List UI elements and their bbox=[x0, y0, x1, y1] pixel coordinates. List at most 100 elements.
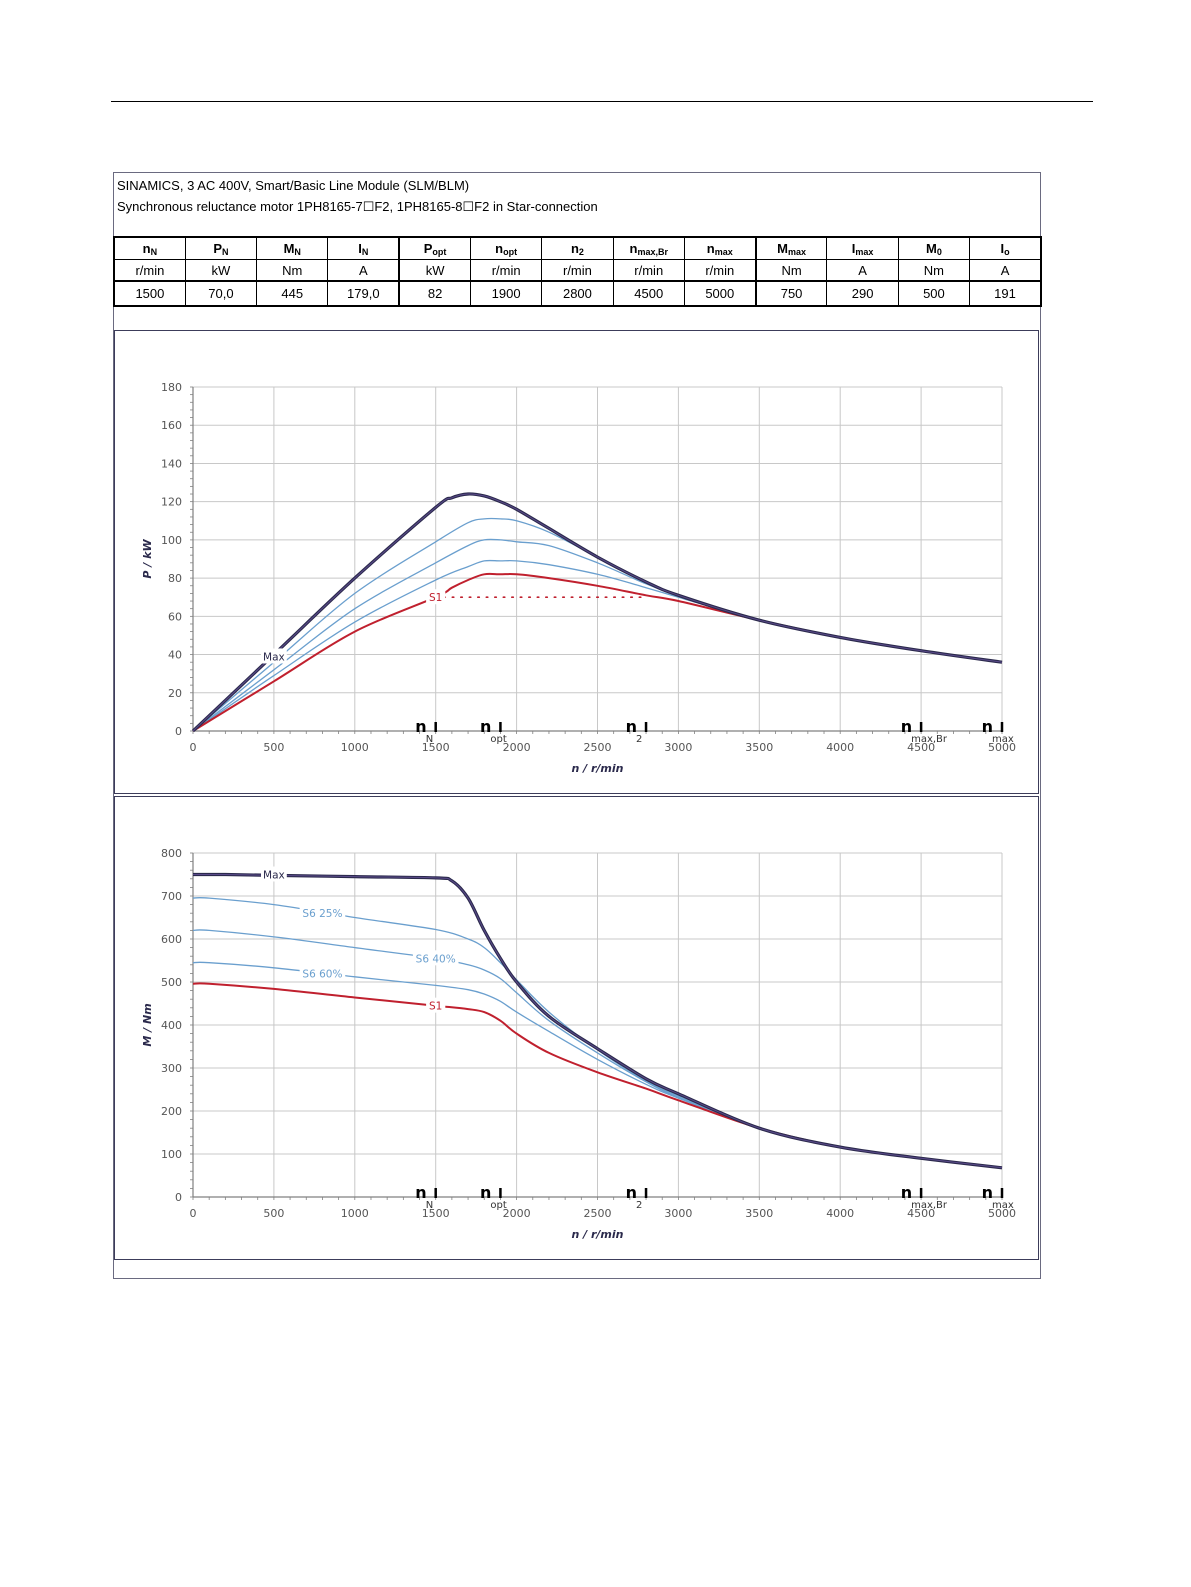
chart2-x-tick-label: 2500 bbox=[584, 1207, 612, 1220]
spec-table: nN PN MN IN Popt nopt n2 nmax,Br nmax Mmax Imax M0 I… bbox=[112, 236, 1043, 307]
spec-unit-8: r/min bbox=[683, 259, 757, 282]
chart2-annotation-bg bbox=[412, 950, 459, 966]
chart2-y-tick-label: 0 bbox=[175, 1191, 182, 1204]
spec-unit-5: r/min bbox=[469, 259, 543, 282]
spec-header-8: nmax bbox=[683, 236, 757, 260]
spec-unit-6: r/min bbox=[541, 259, 614, 282]
chart2-marker-sub: max,Br bbox=[911, 1200, 948, 1211]
spec-header-7: nmax,Br bbox=[612, 236, 685, 260]
chart1-x-axis-label: n / r/min bbox=[571, 762, 623, 775]
spec-unit-9: Nm bbox=[754, 259, 828, 282]
chart1-marker-symbol: n bbox=[415, 717, 426, 736]
spec-header-0: nN bbox=[112, 236, 186, 260]
chart2-marker-symbol: n bbox=[415, 1183, 426, 1202]
chart1-x-tick-label: 3000 bbox=[664, 741, 692, 754]
spec-value-10: 290 bbox=[826, 280, 899, 307]
spec-header-5: nopt bbox=[469, 236, 543, 260]
spec-value-6: 2800 bbox=[541, 280, 614, 307]
chart1-x-tick-label: 2000 bbox=[503, 741, 531, 754]
chart1-y-tick-label: 60 bbox=[168, 610, 182, 623]
chart2-marker-sub: 2 bbox=[636, 1200, 642, 1211]
chart1-y-tick-label: 140 bbox=[161, 457, 182, 470]
chart1-marker-symbol: n bbox=[982, 717, 993, 736]
spec-header-1: PN bbox=[184, 236, 258, 260]
chart2-marker-sub: N bbox=[426, 1200, 433, 1211]
chart1-y-tick-label: 100 bbox=[161, 534, 182, 547]
chart1-x-tick-label: 0 bbox=[190, 741, 197, 754]
chart2-y-tick-label: 300 bbox=[161, 1062, 182, 1075]
spec-value-11: 500 bbox=[897, 280, 971, 307]
chart1-y-tick-label: 120 bbox=[161, 496, 182, 509]
chart1-y-tick-label: 20 bbox=[168, 687, 182, 700]
spec-value-7: 4500 bbox=[612, 280, 685, 307]
chart2-y-tick-label: 800 bbox=[161, 847, 182, 860]
chart2-annotation-4: S1 bbox=[429, 1001, 442, 1013]
spec-header-4: Popt bbox=[398, 236, 471, 260]
spec-header-9: Mmax bbox=[754, 236, 828, 260]
spec-unit-10: A bbox=[826, 259, 899, 282]
spec-header-3: IN bbox=[327, 236, 400, 260]
chart1-series-max-highlight bbox=[192, 493, 1003, 732]
chart2-marker-sub: opt bbox=[490, 1200, 506, 1211]
spec-unit-3: A bbox=[327, 259, 400, 282]
chart2-annotation-2: S6 40% bbox=[416, 953, 456, 965]
spec-unit-0: r/min bbox=[112, 259, 186, 282]
chart1-y-tick-label: 40 bbox=[168, 649, 182, 662]
chart1-marker-sub: opt bbox=[490, 734, 506, 745]
chart1-marker-sub: 2 bbox=[636, 734, 642, 745]
chart2-x-tick-label: 500 bbox=[263, 1207, 284, 1220]
spec-unit-1: kW bbox=[184, 259, 258, 282]
spec-value-12: 191 bbox=[969, 280, 1043, 307]
chart2-x-tick-label: 3000 bbox=[664, 1207, 692, 1220]
chart2-series-max-highlight bbox=[192, 873, 1003, 1169]
spec-value-5: 1900 bbox=[469, 280, 543, 307]
chart1-x-tick-label: 1000 bbox=[341, 741, 369, 754]
chart2-y-tick-label: 200 bbox=[161, 1105, 182, 1118]
spec-value-row: 1500 70,0 445 179,0 82 1900 2800 4500 5000 750 290… bbox=[112, 280, 1043, 307]
chart1-x-tick-label: 1500 bbox=[422, 741, 450, 754]
torque-chart: 0 500 1000 1500 2000 2500 3000 3500 4000 4500 5000… bbox=[141, 847, 1016, 1241]
chart1-annotation-bg bbox=[426, 589, 446, 605]
chart1-x-tick-label: 5000 bbox=[988, 741, 1016, 754]
spec-unit-11: Nm bbox=[897, 259, 971, 282]
spec-header-10: Imax bbox=[826, 236, 899, 260]
header-line-2: Synchronous reluctance motor 1PH8165-7☐F… bbox=[117, 199, 598, 214]
chart1-marker-sub: max,Br bbox=[911, 734, 948, 745]
chart2-y-tick-label: 600 bbox=[161, 933, 182, 946]
chart2-x-tick-label: 4000 bbox=[826, 1207, 854, 1220]
chart2-marker-sub: max bbox=[992, 1200, 1014, 1211]
chart1-marker-symbol: n bbox=[480, 717, 491, 736]
chart1-y-tick-label: 0 bbox=[175, 725, 182, 738]
chart1-y-axis-label: P / kW bbox=[141, 539, 154, 579]
spec-value-0: 1500 bbox=[112, 280, 186, 307]
chart2-y-axis-label: M / Nm bbox=[141, 1003, 154, 1046]
spec-unit-4: kW bbox=[398, 259, 471, 282]
spec-header-6: n2 bbox=[541, 236, 614, 260]
chart1-annotation-bg bbox=[261, 648, 287, 664]
chart2-annotation-0: Max bbox=[263, 870, 285, 882]
spec-value-9: 750 bbox=[754, 280, 828, 307]
chart1-y-tick-label: 80 bbox=[168, 572, 182, 585]
chart2-marker-symbol: n bbox=[901, 1183, 912, 1202]
chart2-x-tick-label: 0 bbox=[190, 1207, 197, 1220]
chart1-y-tick-label: 160 bbox=[161, 419, 182, 432]
chart2-x-tick-label: 4500 bbox=[907, 1207, 935, 1220]
spec-value-3: 179,0 bbox=[327, 280, 400, 307]
spec-value-4: 82 bbox=[398, 280, 471, 307]
chart2-x-tick-label: 1000 bbox=[341, 1207, 369, 1220]
chart2-annotation-3: S6 60% bbox=[302, 968, 342, 980]
spec-header-row: nN PN MN IN Popt nopt n2 nmax,Br nmax Mmax Imax M0 I… bbox=[112, 236, 1043, 260]
chart2-y-tick-label: 700 bbox=[161, 890, 182, 903]
chart2-x-tick-label: 5000 bbox=[988, 1207, 1016, 1220]
chart1-x-tick-label: 4500 bbox=[907, 741, 935, 754]
power-chart: 0 500 1000 1500 2000 2500 3000 3500 4000 4500 5000… bbox=[141, 381, 1016, 775]
spec-unit-12: A bbox=[969, 259, 1043, 282]
chart1-annotation-0: Max bbox=[263, 651, 285, 663]
chart2-annotation-bg bbox=[299, 905, 346, 921]
chart2-annotation-bg bbox=[426, 997, 446, 1013]
chart2-marker-symbol: n bbox=[626, 1183, 637, 1202]
header-line-1: SINAMICS, 3 AC 400V, Smart/Basic Line Mo… bbox=[117, 178, 470, 193]
spec-header-11: M0 bbox=[897, 236, 971, 260]
chart1-marker-symbol: n bbox=[626, 717, 637, 736]
